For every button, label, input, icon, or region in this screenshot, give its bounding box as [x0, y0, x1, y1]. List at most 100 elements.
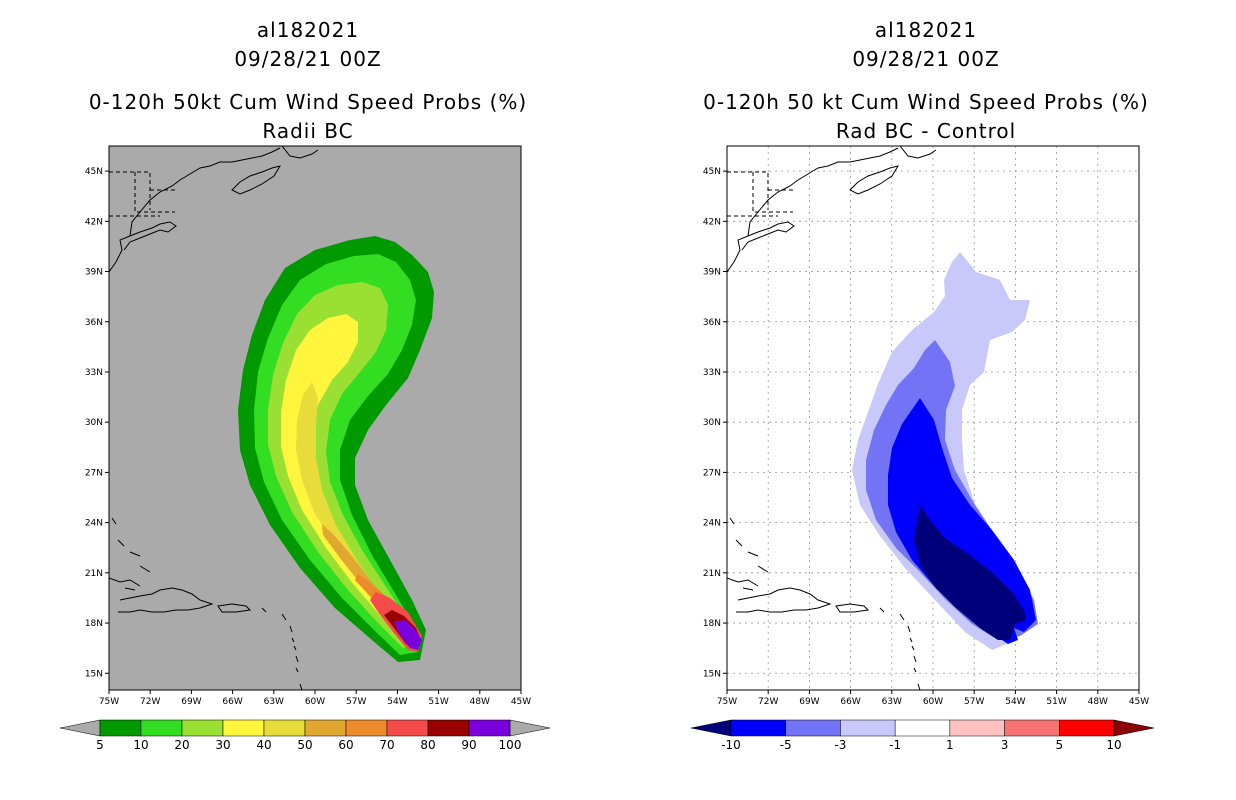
- right-panel-title: al182021 09/28/21 00Z 0-120h 50 kt Cum W…: [626, 16, 1226, 146]
- lon-tick-label: 75W: [717, 697, 737, 707]
- colorbar-high-triangle: [509, 719, 551, 737]
- lat-tick-label: 27N: [703, 468, 721, 478]
- lon-tick-label: 72W: [140, 697, 160, 707]
- lesser-antilles: [879, 607, 921, 690]
- right-subtitle: Rad BC - Control: [835, 119, 1017, 143]
- lon-tick-label: 69W: [181, 697, 201, 707]
- us-coastline: [109, 147, 281, 273]
- lat-tick-label: 24N: [85, 519, 103, 529]
- lon-tick-label: 60W: [305, 697, 325, 707]
- contour-minus-10: [914, 505, 1026, 640]
- lon-tick-label: 66W: [840, 697, 860, 707]
- colorbar-high-triangle: [1113, 719, 1155, 737]
- lat-tick-label: 15N: [703, 669, 721, 679]
- lon-tick-label: 63W: [882, 697, 902, 707]
- right-axes: 45N 42N 39N 36N 33N 30N 27N 24N 21N 18N 15N 75W 72W 6…: [703, 167, 1149, 707]
- colorbar-label: -3: [834, 738, 846, 752]
- colorbar-label: 20: [174, 738, 189, 752]
- colorbar-label: 80: [420, 738, 435, 752]
- lat-tick-label: 36N: [85, 318, 103, 328]
- lat-tick-label: 45N: [703, 167, 721, 177]
- colorbar-label: 30: [215, 738, 230, 752]
- lon-tick-label: 75W: [99, 697, 119, 707]
- colorbar-label: 5: [1055, 738, 1063, 752]
- left-coastlines: [109, 146, 319, 690]
- colorbar-swatch: [730, 719, 786, 737]
- colorbar-label: 1: [946, 738, 954, 752]
- hispaniola-outline: [118, 587, 214, 613]
- colorbar-label: 90: [461, 738, 476, 752]
- left-colorbar: 5 10 20 30 40 50 60 70 80 90 100: [59, 719, 551, 752]
- lon-tick-label: 72W: [758, 697, 778, 707]
- contour-100: [394, 620, 422, 650]
- lat-tick-label: 45N: [85, 167, 103, 177]
- puerto-rico-outline: [217, 603, 252, 613]
- colorbar-swatch: [345, 719, 388, 737]
- colorbar-label: -1: [889, 738, 901, 752]
- left-storm-id: al182021: [256, 18, 360, 42]
- colorbar-label: 10: [133, 738, 148, 752]
- newfoundland-outline: [281, 146, 319, 159]
- lat-tick-label: 21N: [703, 569, 721, 579]
- left-product-title: 0-120h 50kt Cum Wind Speed Probs (%): [88, 90, 528, 114]
- colorbar-swatch: [785, 719, 841, 737]
- right-colorbar: -10 -5 -3 -1 1 3 5 10: [690, 719, 1155, 752]
- colorbar-swatch: [181, 719, 224, 737]
- lon-tick-label: 51W: [1046, 697, 1066, 707]
- hispaniola-outline: [736, 587, 832, 613]
- colorbar-swatch: [140, 719, 183, 737]
- colorbar-swatch: [99, 719, 142, 737]
- colorbar-swatch: [949, 719, 1005, 737]
- colorbar-label: 60: [338, 738, 353, 752]
- lat-tick-label: 39N: [703, 268, 721, 278]
- lat-tick-label: 15N: [85, 669, 103, 679]
- lon-tick-label: 57W: [964, 697, 984, 707]
- nova-scotia-outline: [231, 165, 282, 195]
- colorbar-label: 70: [379, 738, 394, 752]
- colorbar-swatch: [894, 719, 951, 737]
- lat-tick-label: 21N: [85, 569, 103, 579]
- lon-tick-label: 48W: [470, 697, 490, 707]
- colorbar-label: 100: [499, 738, 522, 752]
- right-coastlines: [727, 146, 937, 690]
- colorbar-swatch: [468, 719, 511, 737]
- colorbar-swatch: [304, 719, 347, 737]
- lat-tick-label: 24N: [703, 519, 721, 529]
- colorbar-swatch: [1004, 719, 1060, 737]
- colorbar-label: 5: [96, 738, 104, 752]
- lon-tick-label: 54W: [1005, 697, 1025, 707]
- cuba-outline: [727, 517, 769, 591]
- lat-tick-label: 27N: [85, 468, 103, 478]
- colorbar-label: 40: [256, 738, 271, 752]
- lesser-antilles: [261, 607, 303, 690]
- newfoundland-outline: [899, 146, 937, 159]
- contour-40: [296, 382, 412, 638]
- lat-tick-label: 33N: [85, 368, 103, 378]
- lon-tick-label: 57W: [346, 697, 366, 707]
- right-product-title: 0-120h 50 kt Cum Wind Speed Probs (%): [703, 90, 1149, 114]
- colorbar-swatch: [263, 719, 306, 737]
- right-storm-id: al182021: [874, 18, 978, 42]
- lon-tick-label: 48W: [1088, 697, 1108, 707]
- left-probability-contours: [238, 236, 434, 662]
- lat-tick-label: 42N: [703, 217, 721, 227]
- colorbar-label: 10: [1106, 738, 1121, 752]
- us-coastline: [727, 147, 899, 273]
- lat-tick-label: 18N: [703, 619, 721, 629]
- colorbar-swatch: [427, 719, 470, 737]
- colorbar-label: 3: [1001, 738, 1009, 752]
- colorbar-label: -10: [721, 738, 741, 752]
- colorbar-swatch: [222, 719, 265, 737]
- cuba-outline: [109, 517, 151, 591]
- puerto-rico-outline: [835, 603, 870, 613]
- lat-tick-label: 36N: [703, 318, 721, 328]
- lat-tick-label: 30N: [703, 418, 721, 428]
- lon-tick-label: 63W: [264, 697, 284, 707]
- right-difference-contours: [852, 252, 1038, 650]
- colorbar-label: -5: [780, 738, 792, 752]
- left-axes: 45N 42N 39N 36N 33N 30N 27N 24N 21N 18N 15N 75W 72W 6…: [85, 167, 531, 707]
- lon-tick-label: 60W: [923, 697, 943, 707]
- lat-tick-label: 33N: [703, 368, 721, 378]
- right-init-time: 09/28/21 00Z: [852, 47, 1000, 71]
